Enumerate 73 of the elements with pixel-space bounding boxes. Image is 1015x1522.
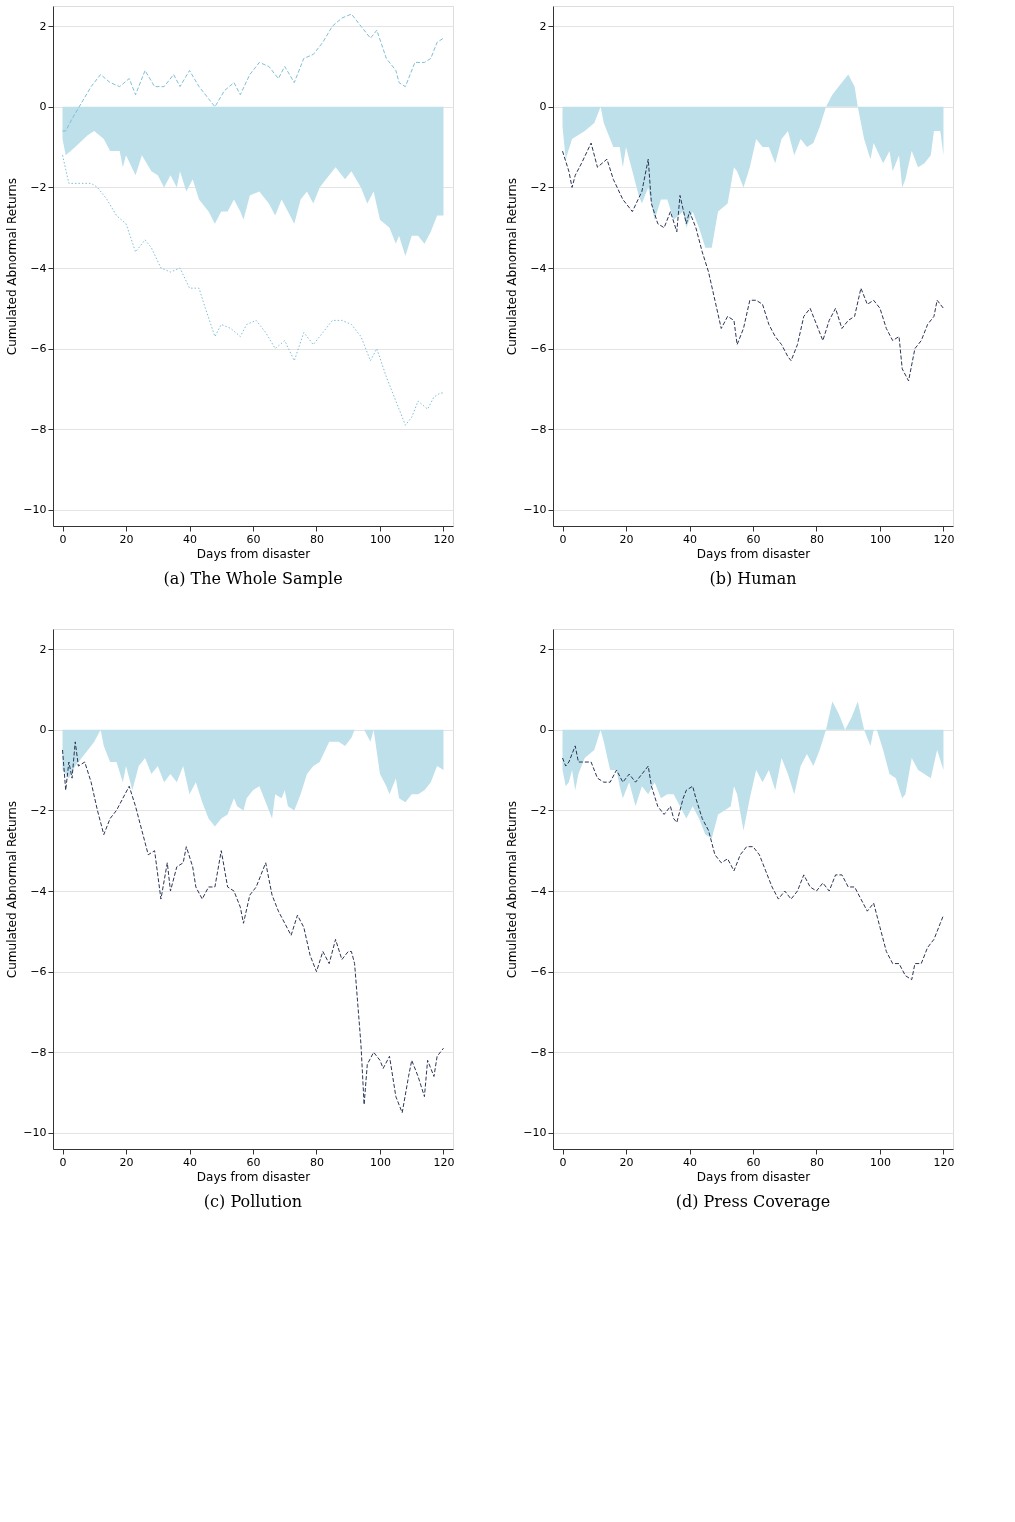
y-tick-label: −10 <box>23 1126 47 1140</box>
x-tick-label: 40 <box>183 1155 198 1169</box>
y-tick-label: −8 <box>30 422 47 436</box>
x-tick-label: 80 <box>309 532 324 546</box>
line-series <box>562 142 944 382</box>
y-tick-label: −8 <box>530 1045 547 1059</box>
x-tick-label: 0 <box>59 532 67 546</box>
y-axis-title: Cumulated Abnormal Returns <box>5 800 20 979</box>
x-axis-title: Days from disaster <box>696 546 811 561</box>
x-axis-title: Days from disaster <box>196 546 311 561</box>
x-tick-label: 40 <box>683 1155 698 1169</box>
x-tick-label: 60 <box>746 1155 761 1169</box>
y-tick-label: −6 <box>530 965 547 979</box>
y-tick-label: −6 <box>30 965 47 979</box>
text: (d) Press Coverage <box>675 1192 831 1211</box>
x-axis-title: Days from disaster <box>696 1169 811 1184</box>
x-tick-label: 120 <box>433 532 455 546</box>
line-series <box>562 745 944 981</box>
y-tick-label: 2 <box>39 19 47 33</box>
x-tick-label: 120 <box>933 532 955 546</box>
x-tick-label: 80 <box>809 532 824 546</box>
x-tick-label: 0 <box>59 1155 67 1169</box>
x-tick-label: 20 <box>119 532 134 546</box>
text: (b) Human <box>709 569 797 588</box>
x-tick-label: 60 <box>246 532 261 546</box>
y-tick-label: −2 <box>30 180 47 194</box>
y-tick-label: 0 <box>39 723 47 737</box>
y-tick-label: 0 <box>539 100 547 114</box>
x-tick-label: 100 <box>869 532 891 546</box>
x-tick-label: 20 <box>619 532 634 546</box>
y-tick-label: 0 <box>539 723 547 737</box>
y-tick-label: −2 <box>530 180 547 194</box>
y-tick-label: −8 <box>530 422 547 436</box>
y-tick-label: −2 <box>30 803 47 817</box>
x-tick-label: 60 <box>246 1155 261 1169</box>
x-axis-title: Days from disaster <box>196 1169 311 1184</box>
y-tick-label: 2 <box>39 642 47 656</box>
y-tick-label: −4 <box>530 884 547 898</box>
x-tick-label: 20 <box>119 1155 134 1169</box>
x-tick-label: 60 <box>746 532 761 546</box>
y-tick-label: −4 <box>30 261 47 275</box>
x-tick-label: 120 <box>433 1155 455 1169</box>
line-series <box>62 741 444 1114</box>
y-axis-title: Cumulated Abnormal Returns <box>5 177 20 356</box>
y-tick-label: −4 <box>530 261 547 275</box>
y-axis-title: Cumulated Abnormal Returns <box>505 800 520 979</box>
y-tick-label: −10 <box>523 1126 547 1140</box>
x-tick-label: 40 <box>183 532 198 546</box>
x-tick-label: 100 <box>869 1155 891 1169</box>
x-tick-label: 20 <box>619 1155 634 1169</box>
y-tick-label: −6 <box>30 342 47 356</box>
y-tick-label: −10 <box>23 503 47 517</box>
y-tick-label: 2 <box>539 642 547 656</box>
x-tick-label: 120 <box>933 1155 955 1169</box>
y-tick-label: −10 <box>523 503 547 517</box>
x-tick-label: 0 <box>559 1155 567 1169</box>
y-tick-label: −8 <box>30 1045 47 1059</box>
x-tick-label: 0 <box>559 532 567 546</box>
line-series <box>62 13 444 132</box>
x-tick-label: 100 <box>369 1155 391 1169</box>
y-tick-label: 2 <box>539 19 547 33</box>
y-tick-label: −2 <box>530 803 547 817</box>
x-tick-label: 80 <box>309 1155 324 1169</box>
y-axis-title: Cumulated Abnormal Returns <box>505 177 520 356</box>
y-tick-label: −6 <box>530 342 547 356</box>
y-tick-label: −4 <box>30 884 47 898</box>
y-tick-label: 0 <box>39 100 47 114</box>
text: (c) Pollution <box>203 1192 303 1211</box>
x-tick-label: 100 <box>369 532 391 546</box>
x-tick-label: 80 <box>809 1155 824 1169</box>
text: (a) The Whole Sample <box>163 569 343 588</box>
line-series <box>62 154 444 426</box>
x-tick-label: 40 <box>683 532 698 546</box>
